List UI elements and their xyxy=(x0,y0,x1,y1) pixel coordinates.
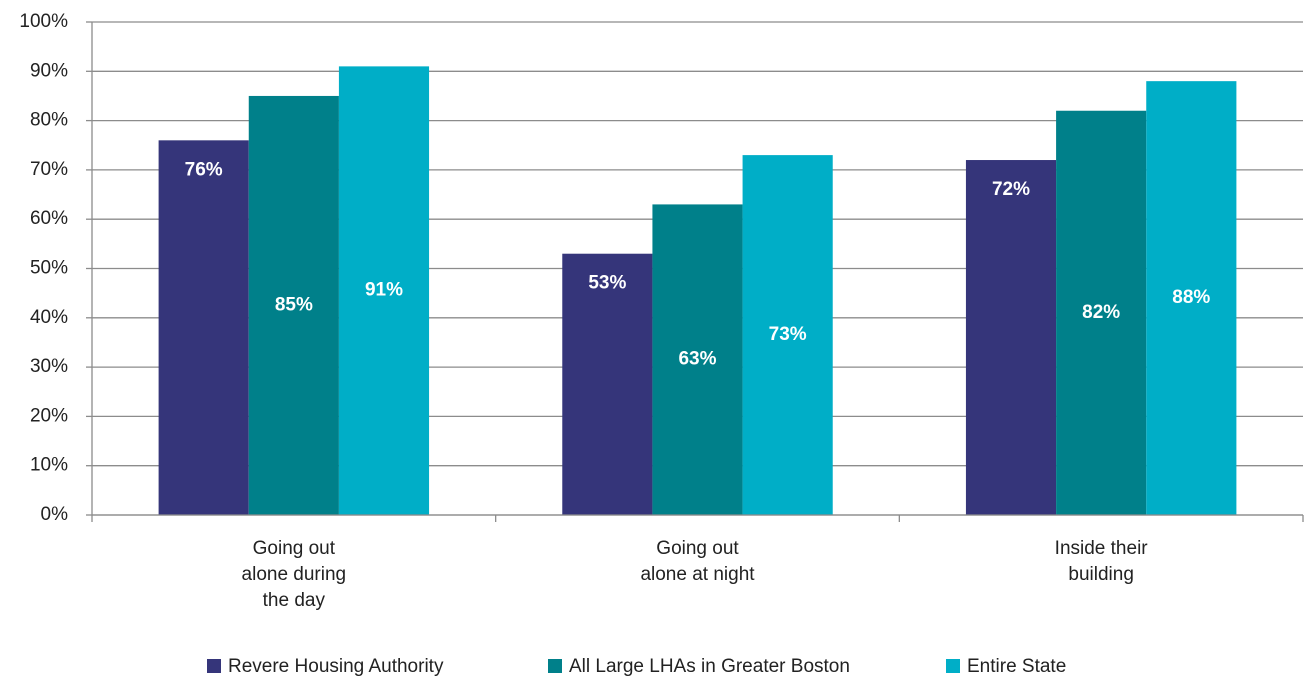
y-tick-label: 100% xyxy=(19,11,68,32)
y-tick-label: 70% xyxy=(30,159,68,180)
value-label: 91% xyxy=(365,280,403,301)
y-tick-label: 60% xyxy=(30,208,68,229)
bar xyxy=(1056,110,1147,516)
y-tick-label: 80% xyxy=(30,110,68,131)
y-tick-label: 30% xyxy=(30,356,68,377)
bar xyxy=(158,140,249,515)
x-tick-label: Going out alone at night xyxy=(640,538,755,585)
y-tick-label: 50% xyxy=(30,258,68,279)
bar xyxy=(1146,81,1237,515)
legend-swatch xyxy=(548,659,562,673)
bar xyxy=(338,66,430,516)
value-label: 88% xyxy=(1172,287,1210,308)
value-label: 85% xyxy=(275,294,313,315)
y-tick-label: 20% xyxy=(30,405,68,426)
bar xyxy=(652,204,743,515)
legend-label: All Large LHAs in Greater Boston xyxy=(569,656,850,677)
legend-swatch xyxy=(946,659,960,673)
value-label: 76% xyxy=(185,159,223,180)
y-tick-label: 40% xyxy=(30,307,68,328)
bar xyxy=(562,253,653,515)
y-tick-label: 10% xyxy=(30,455,68,476)
y-tick-label: 0% xyxy=(41,504,69,525)
value-label: 73% xyxy=(769,324,807,345)
bar xyxy=(248,95,339,515)
legend-label: Revere Housing Authority xyxy=(228,656,444,677)
bar xyxy=(742,155,833,516)
x-tick-label: Inside their building xyxy=(1054,538,1148,585)
x-tick-label: Going out alone during the day xyxy=(241,538,347,611)
bar xyxy=(965,160,1057,516)
y-tick-label: 90% xyxy=(30,60,68,81)
value-label: 63% xyxy=(678,349,716,370)
legend-swatch xyxy=(207,659,221,673)
legend-label: Entire State xyxy=(967,656,1066,677)
value-label: 72% xyxy=(992,179,1030,200)
value-label: 53% xyxy=(588,273,626,294)
value-label: 82% xyxy=(1082,302,1120,323)
